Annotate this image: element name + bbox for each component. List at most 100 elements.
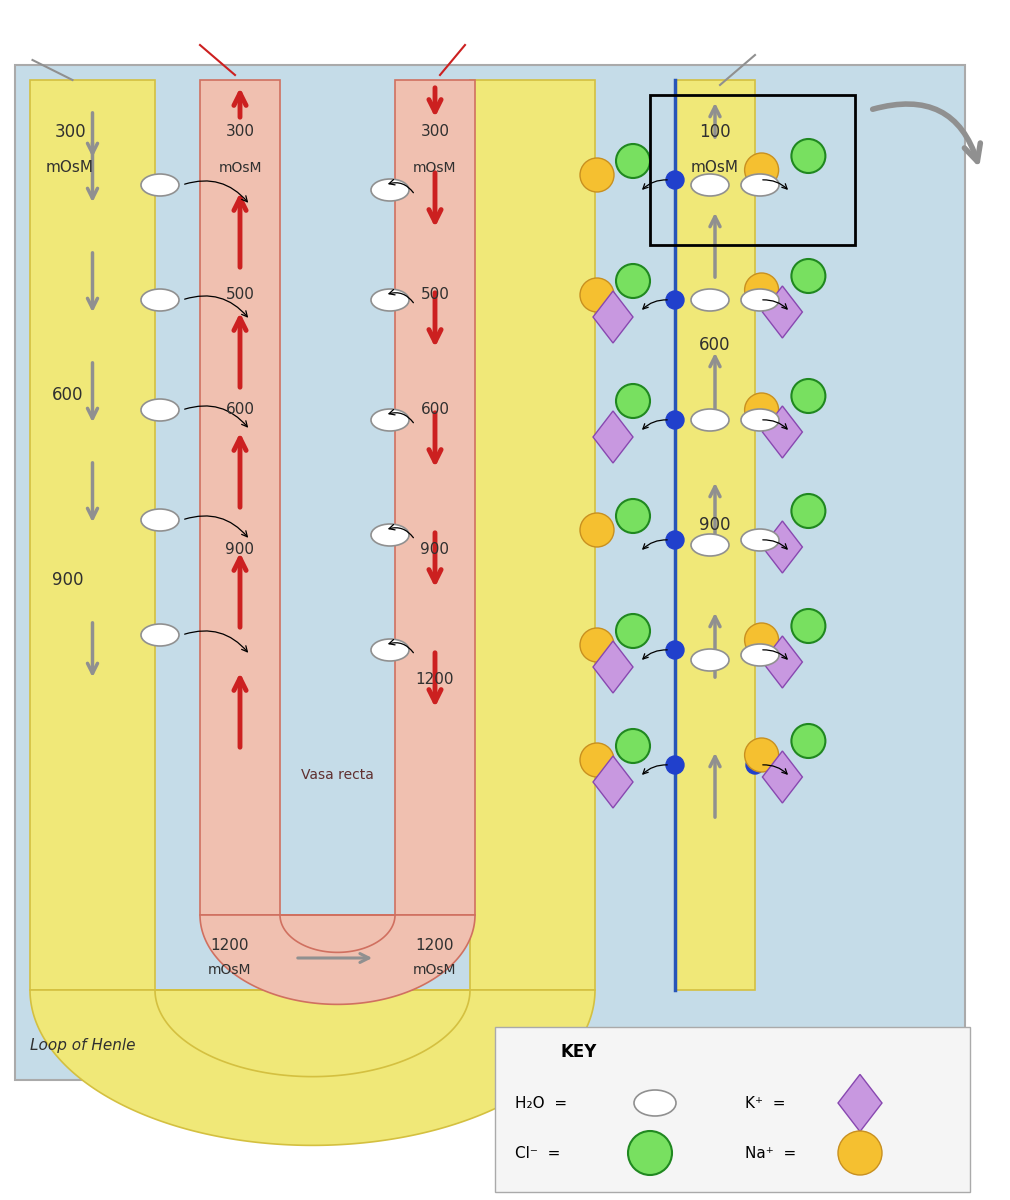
Ellipse shape bbox=[141, 174, 179, 196]
Circle shape bbox=[746, 170, 764, 190]
Text: KEY: KEY bbox=[560, 1043, 596, 1061]
Circle shape bbox=[616, 384, 650, 418]
Circle shape bbox=[746, 530, 764, 550]
Circle shape bbox=[580, 278, 614, 312]
Text: 900: 900 bbox=[699, 516, 731, 534]
Circle shape bbox=[744, 392, 779, 427]
Polygon shape bbox=[763, 286, 802, 338]
Text: 600: 600 bbox=[420, 402, 449, 418]
Text: mOsM: mOsM bbox=[691, 161, 739, 175]
Ellipse shape bbox=[141, 509, 179, 530]
Polygon shape bbox=[763, 751, 802, 803]
Ellipse shape bbox=[371, 524, 409, 546]
Circle shape bbox=[792, 724, 825, 758]
Circle shape bbox=[744, 272, 779, 307]
Circle shape bbox=[616, 144, 650, 178]
Circle shape bbox=[746, 290, 764, 308]
Bar bbox=[30, 80, 155, 990]
Text: 500: 500 bbox=[225, 288, 255, 302]
Circle shape bbox=[792, 608, 825, 643]
Ellipse shape bbox=[691, 289, 729, 311]
Circle shape bbox=[666, 410, 684, 428]
Bar bbox=[395, 80, 475, 914]
Circle shape bbox=[838, 1130, 882, 1175]
Text: Loop of Henle: Loop of Henle bbox=[30, 1038, 135, 1054]
Circle shape bbox=[792, 259, 825, 293]
Text: Na⁺  =: Na⁺ = bbox=[745, 1146, 796, 1160]
Circle shape bbox=[616, 499, 650, 533]
Polygon shape bbox=[763, 521, 802, 572]
Ellipse shape bbox=[371, 289, 409, 311]
Ellipse shape bbox=[691, 534, 729, 556]
Polygon shape bbox=[593, 410, 633, 463]
Circle shape bbox=[746, 756, 764, 774]
Text: mOsM: mOsM bbox=[413, 161, 457, 175]
Bar bbox=[650, 95, 855, 245]
Text: 600: 600 bbox=[699, 336, 731, 354]
Polygon shape bbox=[200, 914, 475, 1004]
Circle shape bbox=[666, 530, 684, 550]
Polygon shape bbox=[593, 641, 633, 692]
Ellipse shape bbox=[634, 1090, 676, 1116]
Ellipse shape bbox=[141, 624, 179, 646]
Text: mOsM: mOsM bbox=[208, 962, 251, 977]
Polygon shape bbox=[763, 406, 802, 458]
Circle shape bbox=[580, 628, 614, 662]
Ellipse shape bbox=[691, 409, 729, 431]
Ellipse shape bbox=[141, 398, 179, 421]
Ellipse shape bbox=[741, 174, 779, 196]
Circle shape bbox=[746, 410, 764, 428]
Ellipse shape bbox=[691, 649, 729, 671]
Circle shape bbox=[792, 494, 825, 528]
Circle shape bbox=[616, 728, 650, 763]
Circle shape bbox=[580, 158, 614, 192]
Text: mOsM: mOsM bbox=[46, 161, 94, 175]
Circle shape bbox=[744, 152, 779, 187]
Circle shape bbox=[792, 139, 825, 173]
Circle shape bbox=[666, 290, 684, 308]
Text: 500: 500 bbox=[420, 288, 449, 302]
Polygon shape bbox=[593, 756, 633, 808]
Circle shape bbox=[616, 614, 650, 648]
Text: Vasa recta: Vasa recta bbox=[301, 768, 374, 782]
Circle shape bbox=[666, 756, 684, 774]
Text: 100: 100 bbox=[699, 122, 731, 140]
Circle shape bbox=[580, 743, 614, 778]
Polygon shape bbox=[763, 636, 802, 688]
Ellipse shape bbox=[371, 179, 409, 200]
Text: 600: 600 bbox=[225, 402, 255, 418]
Text: 1200: 1200 bbox=[416, 937, 455, 953]
Text: 900: 900 bbox=[420, 542, 449, 558]
Text: Cl⁻  =: Cl⁻ = bbox=[515, 1146, 561, 1160]
Ellipse shape bbox=[741, 289, 779, 311]
Text: H₂O  =: H₂O = bbox=[515, 1096, 568, 1110]
Polygon shape bbox=[593, 290, 633, 343]
Circle shape bbox=[616, 264, 650, 298]
Ellipse shape bbox=[741, 644, 779, 666]
Text: K⁺  =: K⁺ = bbox=[745, 1096, 786, 1110]
Circle shape bbox=[666, 170, 684, 190]
Ellipse shape bbox=[691, 174, 729, 196]
FancyBboxPatch shape bbox=[495, 1027, 970, 1192]
Circle shape bbox=[746, 641, 764, 659]
Text: 300: 300 bbox=[55, 122, 86, 140]
Ellipse shape bbox=[371, 638, 409, 661]
Text: 900: 900 bbox=[53, 571, 84, 589]
Circle shape bbox=[744, 623, 779, 658]
Bar bbox=[675, 80, 755, 990]
Circle shape bbox=[792, 379, 825, 413]
Text: 900: 900 bbox=[225, 542, 255, 558]
Bar bbox=[470, 80, 595, 990]
Bar bbox=[200, 80, 280, 914]
Text: 1200: 1200 bbox=[211, 937, 249, 953]
Text: 300: 300 bbox=[420, 125, 449, 139]
Text: mOsM: mOsM bbox=[218, 161, 262, 175]
Text: 600: 600 bbox=[53, 386, 84, 404]
Ellipse shape bbox=[141, 289, 179, 311]
Circle shape bbox=[666, 641, 684, 659]
Circle shape bbox=[580, 514, 614, 547]
Text: 1200: 1200 bbox=[416, 672, 455, 688]
Polygon shape bbox=[30, 990, 595, 1145]
Circle shape bbox=[744, 738, 779, 772]
Text: 300: 300 bbox=[225, 125, 255, 139]
